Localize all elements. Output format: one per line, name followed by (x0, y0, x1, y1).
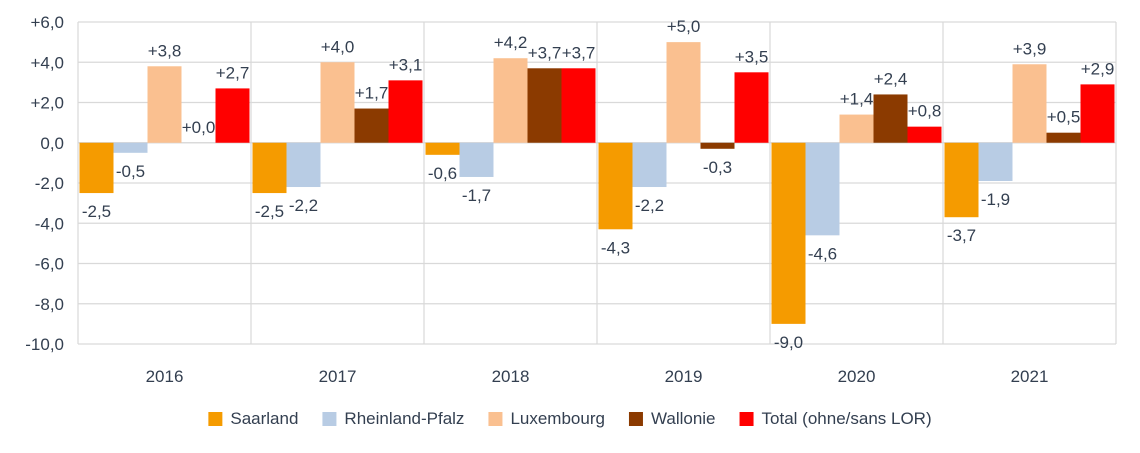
y-tick-label: -8,0 (35, 295, 64, 314)
legend-swatch (208, 412, 223, 426)
data-label: +3,7 (528, 43, 562, 62)
x-tick-label: 2016 (146, 367, 184, 386)
bar-wallonie-2019 (700, 142, 735, 149)
bar-wallonie-2021 (1046, 132, 1081, 143)
bar-rheinland-pfalz-2019 (632, 142, 667, 188)
bar-wallonie-2017 (354, 108, 389, 143)
bar-saarland-2018 (425, 142, 460, 155)
data-label: +3,5 (735, 47, 769, 66)
data-label: +3,1 (389, 55, 423, 74)
data-label: +2,9 (1081, 59, 1115, 78)
data-label: -0,3 (703, 158, 732, 177)
data-label: -2,5 (82, 202, 111, 221)
y-tick-label: +6,0 (30, 13, 64, 32)
y-axis: +6,0 +4,0 +2,0 0,0 -2,0 -4,0 -6,0 -8,0 -10,0 (25, 13, 64, 354)
x-tick-label: 2020 (838, 367, 876, 386)
legend-label: Luxembourg (510, 409, 605, 428)
gridlines (77, 21, 1117, 345)
y-tick-label: -4,0 (35, 214, 64, 233)
data-label: +4,2 (494, 33, 528, 52)
legend-label: Total (ohne/sans LOR) (762, 409, 932, 428)
data-label: +2,4 (874, 69, 908, 88)
bar-luxembourg-2020 (839, 114, 874, 143)
bar-total-ohne-sans-lor--2020 (907, 126, 942, 143)
legend-label: Wallonie (651, 409, 716, 428)
data-label: -9,0 (774, 333, 803, 352)
x-axis: 2016 2017 2018 2019 2020 2021 (146, 367, 1049, 386)
data-label: -2,2 (289, 196, 318, 215)
data-label: +0,0 (182, 118, 216, 137)
bar-rheinland-pfalz-2020 (805, 142, 840, 236)
bar-wallonie-2020 (873, 94, 908, 143)
legend-label: Rheinland-Pfalz (344, 409, 464, 428)
data-label: -0,6 (428, 164, 457, 183)
data-label: +2,7 (216, 63, 250, 82)
data-label: +0,5 (1047, 108, 1081, 127)
x-tick-label: 2019 (665, 367, 703, 386)
legend-swatch (628, 412, 643, 426)
bar-total-ohne-sans-lor--2019 (734, 72, 769, 143)
bar-saarland-2016 (79, 142, 114, 194)
data-label: +3,9 (1013, 39, 1047, 58)
data-label: +4,0 (321, 37, 355, 56)
y-tick-label: +2,0 (30, 94, 64, 113)
data-labels: -2,5 -0,5 +3,8 +0,0 +2,7 -2,5 -2,2 +4,0 +1,7+3,1… (82, 17, 1114, 352)
data-label: -2,2 (635, 196, 664, 215)
y-tick-label: -2,0 (35, 174, 64, 193)
legend: Saarland Rheinland-Pfalz Luxembourg Walloni… (208, 409, 932, 428)
bar-total-ohne-sans-lor--2017 (388, 80, 423, 143)
bar-total-ohne-sans-lor--2018 (561, 68, 596, 143)
data-label: +1,4 (840, 90, 874, 109)
bar-luxembourg-2019 (666, 42, 701, 143)
y-tick-label: -6,0 (35, 255, 64, 274)
bar-saarland-2017 (252, 142, 287, 194)
data-label: -1,7 (462, 186, 491, 205)
data-label: +3,7 (562, 43, 596, 62)
data-label: -1,9 (981, 190, 1010, 209)
x-tick-label: 2017 (319, 367, 357, 386)
legend-swatch (322, 412, 337, 426)
bar-luxembourg-2021 (1012, 64, 1047, 143)
bar-saarland-2021 (944, 142, 979, 218)
bar-rheinland-pfalz-2016 (113, 142, 148, 153)
bar-saarland-2019 (598, 142, 633, 230)
bar-rheinland-pfalz-2021 (978, 142, 1013, 181)
data-label: +3,8 (148, 41, 182, 60)
data-label: -0,5 (116, 162, 145, 181)
bar-luxembourg-2016 (147, 66, 182, 143)
data-label: -4,6 (808, 244, 837, 263)
bar-total-ohne-sans-lor--2021 (1080, 84, 1115, 143)
bar-luxembourg-2017 (320, 62, 355, 143)
bar-wallonie-2018 (527, 68, 562, 143)
data-label: -2,5 (255, 202, 284, 221)
x-tick-label: 2018 (492, 367, 530, 386)
y-tick-label: 0,0 (40, 134, 64, 153)
bar-total-ohne-sans-lor--2016 (215, 88, 250, 143)
data-label: +5,0 (667, 17, 701, 36)
data-label: +1,7 (355, 84, 389, 103)
y-tick-label: -10,0 (25, 335, 64, 354)
x-tick-label: 2021 (1011, 367, 1049, 386)
bar-saarland-2020 (771, 142, 806, 324)
y-tick-label: +4,0 (30, 53, 64, 72)
data-label: +0,8 (908, 102, 942, 121)
data-label: -3,7 (947, 226, 976, 245)
bar-rheinland-pfalz-2018 (459, 142, 494, 177)
data-label: -4,3 (601, 238, 630, 257)
bar-luxembourg-2018 (493, 58, 528, 143)
bar-rheinland-pfalz-2017 (286, 142, 321, 188)
legend-swatch (488, 412, 503, 426)
legend-label: Saarland (230, 409, 298, 428)
legend-swatch (739, 412, 754, 426)
bars (79, 42, 1115, 324)
